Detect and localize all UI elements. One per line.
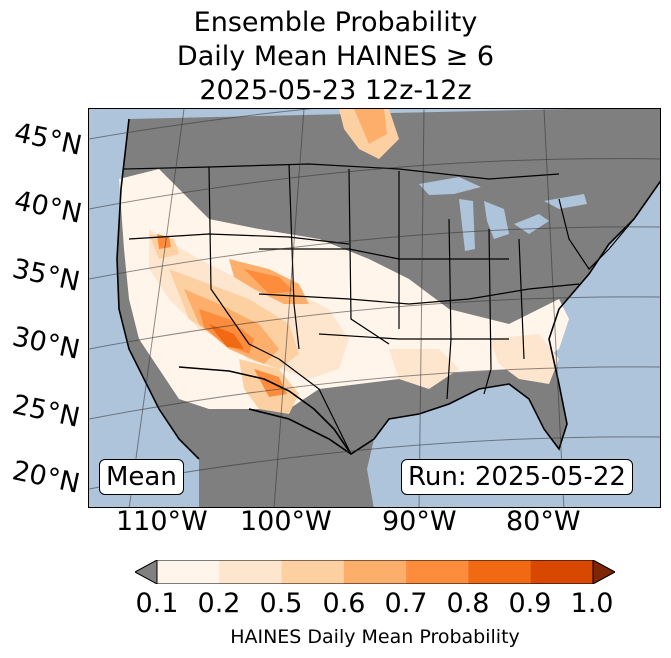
title-line-3: 2025-05-23 12z-12z <box>199 75 472 106</box>
colorbar-tick-0: 0.1 <box>135 588 179 619</box>
colorbar-tick-5: 0.8 <box>446 588 490 619</box>
probability-field <box>119 109 569 414</box>
lon-label-90: 90°W <box>382 506 457 537</box>
colorbar-segment <box>406 560 469 584</box>
colorbar-segment <box>157 560 220 584</box>
colorbar-segment <box>530 560 594 584</box>
state-borders <box>123 163 635 455</box>
probability-map: Mean Run: 2025-05-22 <box>88 108 661 508</box>
colorbar-under-arrow <box>135 560 158 584</box>
colorbar-frame <box>156 560 594 584</box>
lat-label-35: 35°N <box>9 253 83 298</box>
title-line-2: Daily Mean HAINES ≥ 6 <box>176 41 495 72</box>
colorbar-tick-7: 1.0 <box>570 588 614 619</box>
map-canvas <box>89 109 660 507</box>
colorbar-over-arrow <box>592 560 615 584</box>
colorbar-segment <box>281 560 345 584</box>
coastline <box>116 118 660 460</box>
graticule <box>89 109 660 507</box>
lat-label-30: 30°N <box>9 321 83 366</box>
colorbar-tick-6: 0.9 <box>508 588 552 619</box>
colorbar-segments <box>157 560 594 584</box>
colorbar-segment <box>468 560 532 584</box>
lon-label-80: 80°W <box>506 506 581 537</box>
colorbar-tick-1: 0.2 <box>197 588 241 619</box>
colorbar-label: HAINES Daily Mean Probability <box>230 626 520 648</box>
lat-label-25: 25°N <box>9 389 83 434</box>
run-date-box: Run: 2025-05-22 <box>401 459 633 495</box>
lat-label-20: 20°N <box>9 455 83 500</box>
colorbar-segment <box>219 560 283 584</box>
colorbar-segment <box>343 560 407 584</box>
lat-label-45: 45°N <box>11 117 85 162</box>
us-mexico-border <box>178 366 352 455</box>
lon-label-100: 100°W <box>240 506 332 537</box>
title-line-1: Ensemble Probability <box>193 7 478 38</box>
colorbar-tick-4: 0.7 <box>384 588 428 619</box>
colorbar-tick-3: 0.6 <box>322 588 366 619</box>
colorbar-tick-2: 0.5 <box>259 588 303 619</box>
lon-label-110: 110°W <box>116 506 208 537</box>
stat-label-box: Mean <box>99 459 184 495</box>
colorbar <box>135 560 615 584</box>
lat-label-40: 40°N <box>11 185 85 230</box>
